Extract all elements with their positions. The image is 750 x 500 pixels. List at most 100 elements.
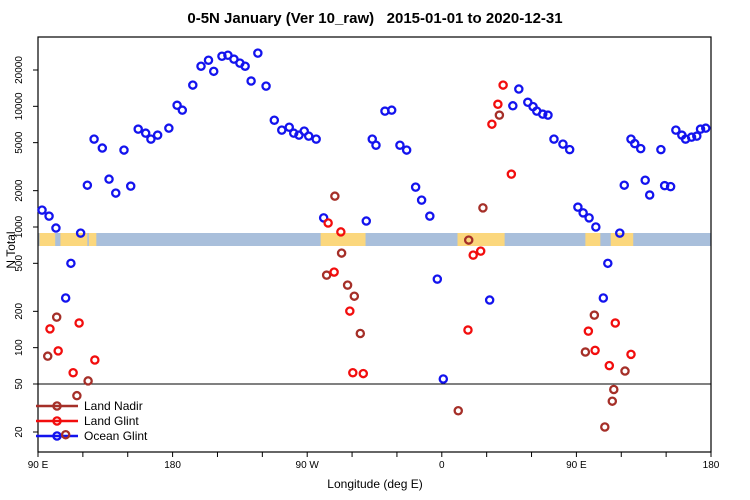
data-point	[348, 367, 358, 378]
data-point	[53, 346, 63, 356]
data-point	[580, 347, 591, 357]
data-point	[543, 110, 553, 120]
data-point	[644, 190, 655, 200]
data-point	[74, 318, 84, 328]
data-point	[558, 139, 568, 149]
legend-marker	[52, 431, 62, 441]
data-point	[140, 128, 151, 138]
data-point	[635, 143, 646, 154]
data-point	[626, 349, 636, 360]
data-point	[640, 175, 650, 185]
data-point	[323, 218, 333, 228]
map-strip-land	[88, 233, 97, 246]
data-point	[487, 119, 497, 129]
data-point	[615, 228, 625, 238]
data-point	[72, 390, 82, 401]
chart-title: 0-5N January (Ver 10_raw) 2015-01-01 to …	[187, 10, 563, 27]
y-tick-label: 100	[14, 339, 25, 356]
data-point	[600, 422, 610, 432]
data-point	[695, 124, 706, 134]
x-tick-label: 90 E	[566, 460, 587, 471]
data-point	[671, 125, 681, 135]
data-point	[549, 134, 559, 144]
data-point	[111, 188, 121, 198]
data-point	[498, 80, 508, 90]
data-point	[425, 211, 435, 221]
data-point	[288, 128, 299, 138]
data-point	[607, 396, 618, 406]
map-strip-ocean	[38, 233, 711, 246]
data-point	[358, 368, 369, 379]
data-point	[104, 174, 114, 184]
data-point	[83, 376, 93, 386]
data-point	[125, 181, 136, 191]
data-point	[277, 125, 287, 135]
data-point	[345, 306, 355, 316]
data-point	[240, 61, 250, 71]
data-point	[303, 131, 314, 141]
data-point	[386, 105, 397, 115]
data-point	[97, 143, 108, 153]
data-point	[133, 124, 143, 134]
data-point	[246, 76, 256, 86]
data-point	[60, 429, 71, 440]
y-tick-label: 2000	[14, 179, 25, 202]
data-point	[164, 123, 174, 133]
data-point	[583, 326, 594, 336]
data-point	[478, 203, 488, 213]
y-axis-title: N Total	[4, 231, 18, 269]
data-point	[152, 130, 163, 140]
data-point	[484, 295, 495, 305]
data-point	[432, 274, 443, 284]
data-point	[284, 122, 295, 132]
data-point	[371, 140, 381, 150]
data-point	[45, 324, 55, 334]
data-point	[438, 374, 449, 384]
data-point	[177, 105, 188, 115]
data-point	[656, 144, 666, 155]
y-tick-label: 1000	[14, 215, 25, 238]
data-point	[598, 293, 609, 303]
data-point	[196, 61, 206, 71]
data-point	[44, 211, 54, 221]
data-point	[619, 180, 630, 190]
data-point	[463, 325, 473, 335]
y-tick-label: 10000	[14, 92, 25, 120]
x-tick-label: 90 W	[296, 460, 320, 471]
data-point	[701, 123, 711, 133]
data-point	[578, 208, 588, 218]
data-point	[361, 216, 372, 226]
data-point	[37, 205, 47, 215]
legend-label: Land Glint	[84, 414, 139, 428]
data-point	[395, 140, 405, 150]
data-point	[604, 360, 615, 371]
data-point	[355, 328, 366, 339]
data-point	[609, 384, 619, 395]
data-point	[321, 270, 332, 280]
y-tick-label: 500	[14, 255, 25, 272]
data-point	[564, 144, 575, 155]
data-point	[584, 213, 594, 223]
data-point	[342, 280, 353, 290]
data-point	[188, 80, 198, 90]
legend-marker	[52, 401, 62, 411]
data-point	[208, 66, 219, 77]
y-tick-label: 20000	[14, 56, 25, 84]
data-point	[51, 223, 61, 233]
data-point	[538, 109, 548, 119]
data-point	[42, 351, 53, 361]
data-point	[253, 48, 263, 58]
y-tick-label: 5000	[14, 131, 25, 154]
x-axis-title: Longitude (deg E)	[327, 477, 423, 491]
data-point	[410, 182, 421, 192]
data-point	[686, 132, 697, 142]
data-point	[349, 291, 360, 301]
x-tick-label: 90 E	[28, 460, 49, 471]
data-point	[508, 101, 518, 111]
x-tick-label: 0	[439, 460, 445, 471]
data-point	[514, 84, 524, 94]
legend-marker	[52, 416, 62, 426]
data-point	[146, 134, 156, 144]
legend-label: Land Nadir	[84, 399, 143, 413]
data-point	[620, 366, 630, 376]
